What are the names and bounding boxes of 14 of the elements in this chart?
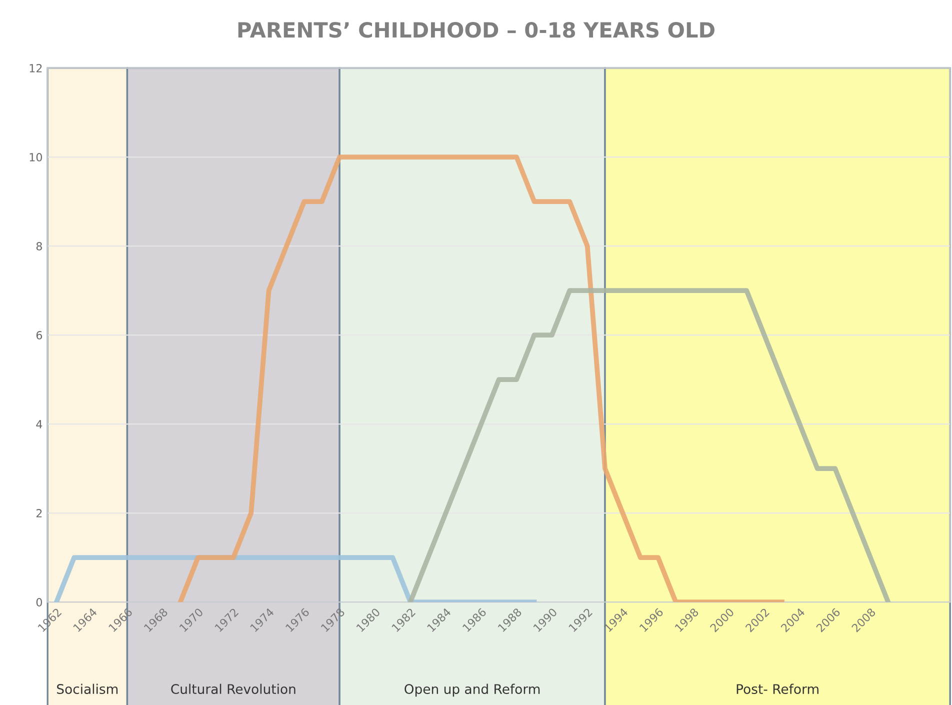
y-tick-label: 4	[36, 420, 42, 428]
band-label: Cultural Revolution	[171, 684, 296, 694]
band-label: Open up and Reform	[404, 684, 540, 697]
y-tick-label: 6	[36, 331, 42, 340]
band-label: Socialism	[57, 684, 118, 694]
line-series	[408, 288, 891, 602]
line-series	[178, 154, 784, 602]
band-label: Post- Reform	[736, 684, 818, 694]
y-tick-label: 8	[36, 242, 42, 250]
y-tick-label: 2	[36, 509, 42, 518]
y-tick-label: 0	[36, 598, 42, 606]
y-tick-label: 12	[30, 64, 42, 72]
y-tick-label: 10	[30, 153, 42, 162]
chart-title: PARENTS’ CHILDHOOD – 0-18 YEARS OLD	[238, 22, 714, 38]
